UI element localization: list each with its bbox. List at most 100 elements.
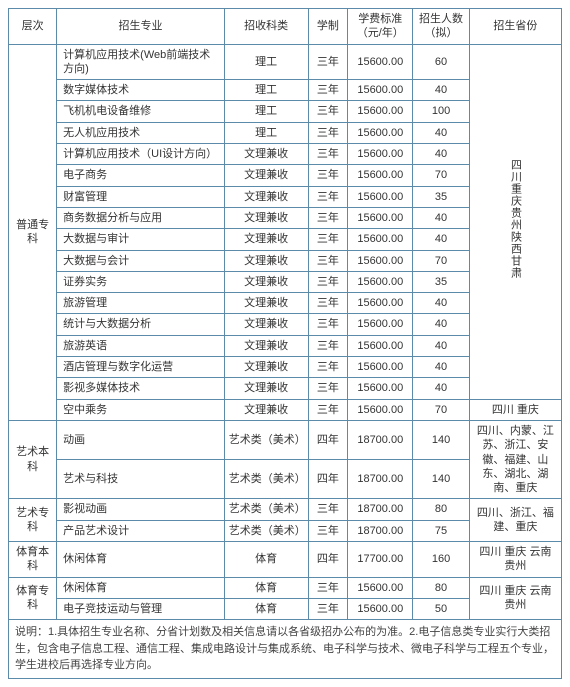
num-cell: 160	[413, 542, 470, 578]
fee-cell: 15600.00	[348, 186, 413, 207]
major-cell: 飞机机电设备维修	[57, 101, 225, 122]
dur-cell: 三年	[308, 399, 348, 420]
prov-cell: 四川 重庆 云南 贵州	[469, 542, 561, 578]
cat-cell: 文理兼收	[224, 314, 308, 335]
dur-cell: 三年	[308, 165, 348, 186]
table-row: 空中乘务文理兼收三年15600.0070四川 重庆	[9, 399, 562, 420]
num-cell: 140	[413, 460, 470, 499]
cat-cell: 体育	[224, 577, 308, 598]
header-row: 层次 招生专业 招收科类 学制 学费标准（元/年） 招生人数（拟） 招生省份	[9, 9, 562, 45]
cat-cell: 文理兼收	[224, 186, 308, 207]
level-cell: 艺术本科	[9, 420, 57, 498]
major-cell: 统计与大数据分析	[57, 314, 225, 335]
th-duration: 学制	[308, 9, 348, 45]
cat-cell: 艺术类（美术）	[224, 460, 308, 499]
fee-cell: 15600.00	[348, 229, 413, 250]
num-cell: 75	[413, 520, 470, 541]
dur-cell: 三年	[308, 207, 348, 228]
major-cell: 旅游英语	[57, 335, 225, 356]
cat-cell: 文理兼收	[224, 335, 308, 356]
level-cell: 体育专科	[9, 577, 57, 620]
num-cell: 70	[413, 165, 470, 186]
dur-cell: 三年	[308, 44, 348, 80]
fee-cell: 15600.00	[348, 357, 413, 378]
cat-cell: 文理兼收	[224, 144, 308, 165]
prov-cell: 四川 重庆	[469, 399, 561, 420]
fee-cell: 15600.00	[348, 598, 413, 619]
dur-cell: 四年	[308, 460, 348, 499]
major-cell: 证券实务	[57, 271, 225, 292]
cat-cell: 文理兼收	[224, 207, 308, 228]
num-cell: 35	[413, 271, 470, 292]
major-cell: 酒店管理与数字化运营	[57, 357, 225, 378]
major-cell: 无人机应用技术	[57, 122, 225, 143]
cat-cell: 体育	[224, 598, 308, 619]
cat-cell: 文理兼收	[224, 271, 308, 292]
major-cell: 影视多媒体技术	[57, 378, 225, 399]
dur-cell: 四年	[308, 420, 348, 459]
fee-cell: 15600.00	[348, 165, 413, 186]
fee-cell: 17700.00	[348, 542, 413, 578]
table-row: 体育本科休闲体育体育四年17700.00160四川 重庆 云南 贵州	[9, 542, 562, 578]
admissions-table: 层次 招生专业 招收科类 学制 学费标准（元/年） 招生人数（拟） 招生省份 普…	[8, 8, 562, 679]
table-row: 体育专科休闲体育体育三年15600.0080四川 重庆 云南 贵州	[9, 577, 562, 598]
level-cell: 体育本科	[9, 542, 57, 578]
fee-cell: 15600.00	[348, 399, 413, 420]
num-cell: 70	[413, 250, 470, 271]
num-cell: 40	[413, 335, 470, 356]
dur-cell: 三年	[308, 499, 348, 520]
cat-cell: 文理兼收	[224, 250, 308, 271]
th-level: 层次	[9, 9, 57, 45]
fee-cell: 15600.00	[348, 293, 413, 314]
th-major: 招生专业	[57, 9, 225, 45]
prov-cell: 四川、内蒙、江苏、浙江、安徽、福建、山东、湖北、湖南、重庆	[469, 420, 561, 498]
cat-cell: 文理兼收	[224, 165, 308, 186]
cat-cell: 文理兼收	[224, 293, 308, 314]
fee-cell: 15600.00	[348, 271, 413, 292]
fee-cell: 15600.00	[348, 577, 413, 598]
num-cell: 60	[413, 44, 470, 80]
fee-cell: 18700.00	[348, 520, 413, 541]
num-cell: 40	[413, 122, 470, 143]
dur-cell: 三年	[308, 577, 348, 598]
fee-cell: 15600.00	[348, 314, 413, 335]
fee-cell: 15600.00	[348, 80, 413, 101]
level-cell: 艺术专科	[9, 499, 57, 542]
table-row: 艺术本科动画艺术类（美术）四年18700.00140四川、内蒙、江苏、浙江、安徽…	[9, 420, 562, 459]
num-cell: 40	[413, 314, 470, 335]
cat-cell: 理工	[224, 80, 308, 101]
num-cell: 140	[413, 420, 470, 459]
fee-cell: 15600.00	[348, 335, 413, 356]
dur-cell: 三年	[308, 122, 348, 143]
cat-cell: 理工	[224, 44, 308, 80]
dur-cell: 三年	[308, 335, 348, 356]
major-cell: 财富管理	[57, 186, 225, 207]
major-cell: 电子竞技运动与管理	[57, 598, 225, 619]
fee-cell: 15600.00	[348, 144, 413, 165]
cat-cell: 文理兼收	[224, 378, 308, 399]
num-cell: 40	[413, 378, 470, 399]
dur-cell: 三年	[308, 144, 348, 165]
fee-cell: 15600.00	[348, 207, 413, 228]
major-cell: 大数据与审计	[57, 229, 225, 250]
fee-cell: 15600.00	[348, 250, 413, 271]
major-cell: 电子商务	[57, 165, 225, 186]
num-cell: 40	[413, 207, 470, 228]
dur-cell: 三年	[308, 598, 348, 619]
num-cell: 35	[413, 186, 470, 207]
dur-cell: 三年	[308, 229, 348, 250]
num-cell: 80	[413, 577, 470, 598]
cat-cell: 理工	[224, 122, 308, 143]
cat-cell: 艺术类（美术）	[224, 520, 308, 541]
fee-cell: 15600.00	[348, 378, 413, 399]
num-cell: 40	[413, 144, 470, 165]
dur-cell: 三年	[308, 101, 348, 122]
fee-cell: 18700.00	[348, 460, 413, 499]
major-cell: 数字媒体技术	[57, 80, 225, 101]
num-cell: 40	[413, 229, 470, 250]
cat-cell: 文理兼收	[224, 229, 308, 250]
dur-cell: 三年	[308, 520, 348, 541]
num-cell: 40	[413, 80, 470, 101]
num-cell: 100	[413, 101, 470, 122]
num-cell: 70	[413, 399, 470, 420]
